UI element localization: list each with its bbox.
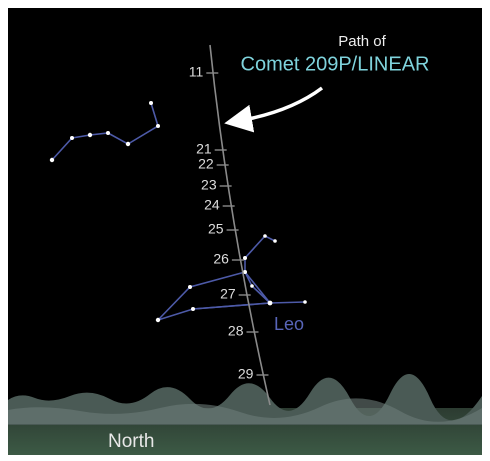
constellation-label: Leo xyxy=(274,314,304,334)
annotation-line1: Path of xyxy=(338,33,386,50)
date-label: 27 xyxy=(220,286,236,302)
date-label: 23 xyxy=(201,177,217,193)
treeline-highlight xyxy=(8,398,482,424)
direction-label: North xyxy=(108,431,154,452)
date-label: 26 xyxy=(213,251,229,267)
leo-constellation xyxy=(155,234,307,323)
date-label: 28 xyxy=(228,323,244,339)
comet-path xyxy=(209,44,271,406)
date-label: 11 xyxy=(189,64,204,80)
date-label: 25 xyxy=(208,221,224,237)
treeline xyxy=(8,373,482,425)
annotation-line2: Comet 209P/LINEAR xyxy=(241,53,430,75)
date-label: 22 xyxy=(198,156,214,172)
date-label: 21 xyxy=(196,141,212,157)
date-label: 24 xyxy=(204,197,220,213)
date-label: 29 xyxy=(238,366,254,382)
arrow xyxy=(224,86,324,133)
constellation xyxy=(49,101,160,163)
